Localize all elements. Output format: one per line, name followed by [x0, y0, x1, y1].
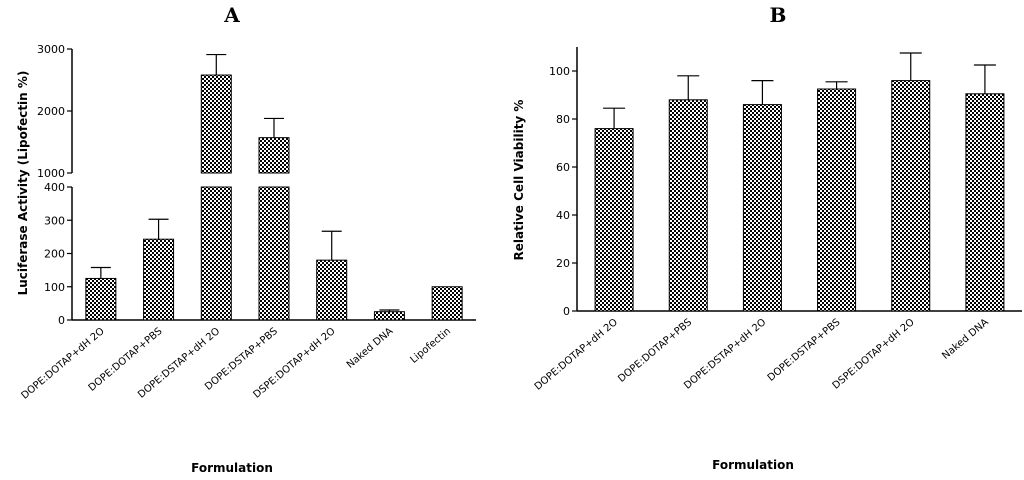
bar: [965, 93, 1005, 312]
panel-b-y-tick-label: 40: [556, 209, 570, 222]
x-category-label: Lipofectin: [408, 326, 453, 366]
panel-a-y-tick-label: 300: [44, 214, 65, 227]
panel-b-letter: B: [770, 3, 787, 27]
panel-b-category-labels: DOPE:DOTAP+dH 2ODOPE:DOTAP+PBSDOPE:DSTAP…: [533, 317, 991, 393]
panel-a-y-tick-label: 100: [44, 281, 65, 294]
bar: [85, 277, 117, 321]
bar-upper-segment: [258, 137, 290, 174]
x-category-label: DSPE:DOTAP+dH 2O: [831, 317, 917, 392]
panel-b-y-tick-label: 20: [556, 257, 570, 270]
error-bar: [751, 79, 774, 105]
panel-b-axes: 0 20 40 60 80 100: [549, 47, 1022, 318]
panel-a-y-tick-label: 200: [44, 248, 65, 261]
panel-b-x-axis-title: Formulation: [712, 458, 794, 472]
x-category-label: DOPE:DSTAP+dH 2O: [682, 317, 768, 392]
bar: [431, 286, 463, 321]
bar: [594, 128, 634, 312]
error-bar: [90, 266, 111, 279]
panel-a-category-labels: DOPE:DOTAP+dH 2ODOPE:DOTAP+PBSDOPE:DSTAP…: [19, 326, 453, 402]
panel-b-bars: [594, 52, 1005, 312]
error-bar: [148, 218, 169, 240]
error-bar: [321, 230, 342, 261]
panel-a-x-axis-title: Formulation: [191, 461, 273, 475]
bar: [373, 311, 405, 321]
bar: [316, 259, 348, 321]
bar: [742, 104, 782, 312]
bar: [891, 80, 931, 312]
bar: [258, 137, 290, 321]
bar: [668, 99, 708, 312]
x-category-label: DOPE:DSTAP+PBS: [766, 317, 843, 384]
bar: [200, 74, 232, 321]
error-bar: [677, 75, 700, 100]
panel-a-y-tick-label: 3000: [37, 43, 65, 56]
chart-panel-a: A Formulation Luciferase Activity (Lipof…: [16, 3, 476, 475]
x-category-label: DOPE:DOTAP+dH 2O: [533, 317, 620, 393]
error-bar: [206, 53, 227, 76]
bar-lower-segment: [258, 186, 290, 321]
bar-upper-segment: [200, 74, 232, 174]
panel-b-y-tick-label: 100: [549, 65, 570, 78]
panel-b-y-tick-label: 60: [556, 161, 570, 174]
x-category-label: DOPE:DOTAP+PBS: [616, 317, 694, 385]
panel-b-y-axis-title: Relative Cell Viability %: [512, 100, 526, 261]
bar: [817, 88, 857, 312]
panel-a-letter: A: [223, 3, 240, 27]
panel-a-y-tick-label: 0: [58, 314, 65, 327]
panel-a-bars: [85, 53, 463, 321]
bar-lower-segment: [200, 186, 232, 321]
error-bar: [825, 81, 848, 89]
error-bar: [379, 309, 400, 312]
panel-a-y-tick-label: 1000: [37, 167, 65, 180]
panel-a-y-axis-title: Luciferase Activity (Lipofectin %): [16, 71, 30, 296]
error-bar: [264, 117, 284, 138]
panel-a-y-tick-label: 2000: [37, 105, 65, 118]
error-bar: [899, 52, 922, 81]
error-bar: [973, 64, 996, 94]
panel-b-y-tick-label: 80: [556, 113, 570, 126]
bar: [143, 238, 175, 321]
panel-a-y-tick-label: 400: [44, 181, 65, 194]
x-category-label: Naked DNA: [345, 326, 396, 371]
chart-panel-b: B Formulation Relative Cell Viability % …: [512, 3, 1022, 472]
panel-b-y-tick-label: 0: [563, 305, 570, 318]
x-category-label: Naked DNA: [940, 317, 991, 362]
error-bar: [603, 107, 626, 129]
